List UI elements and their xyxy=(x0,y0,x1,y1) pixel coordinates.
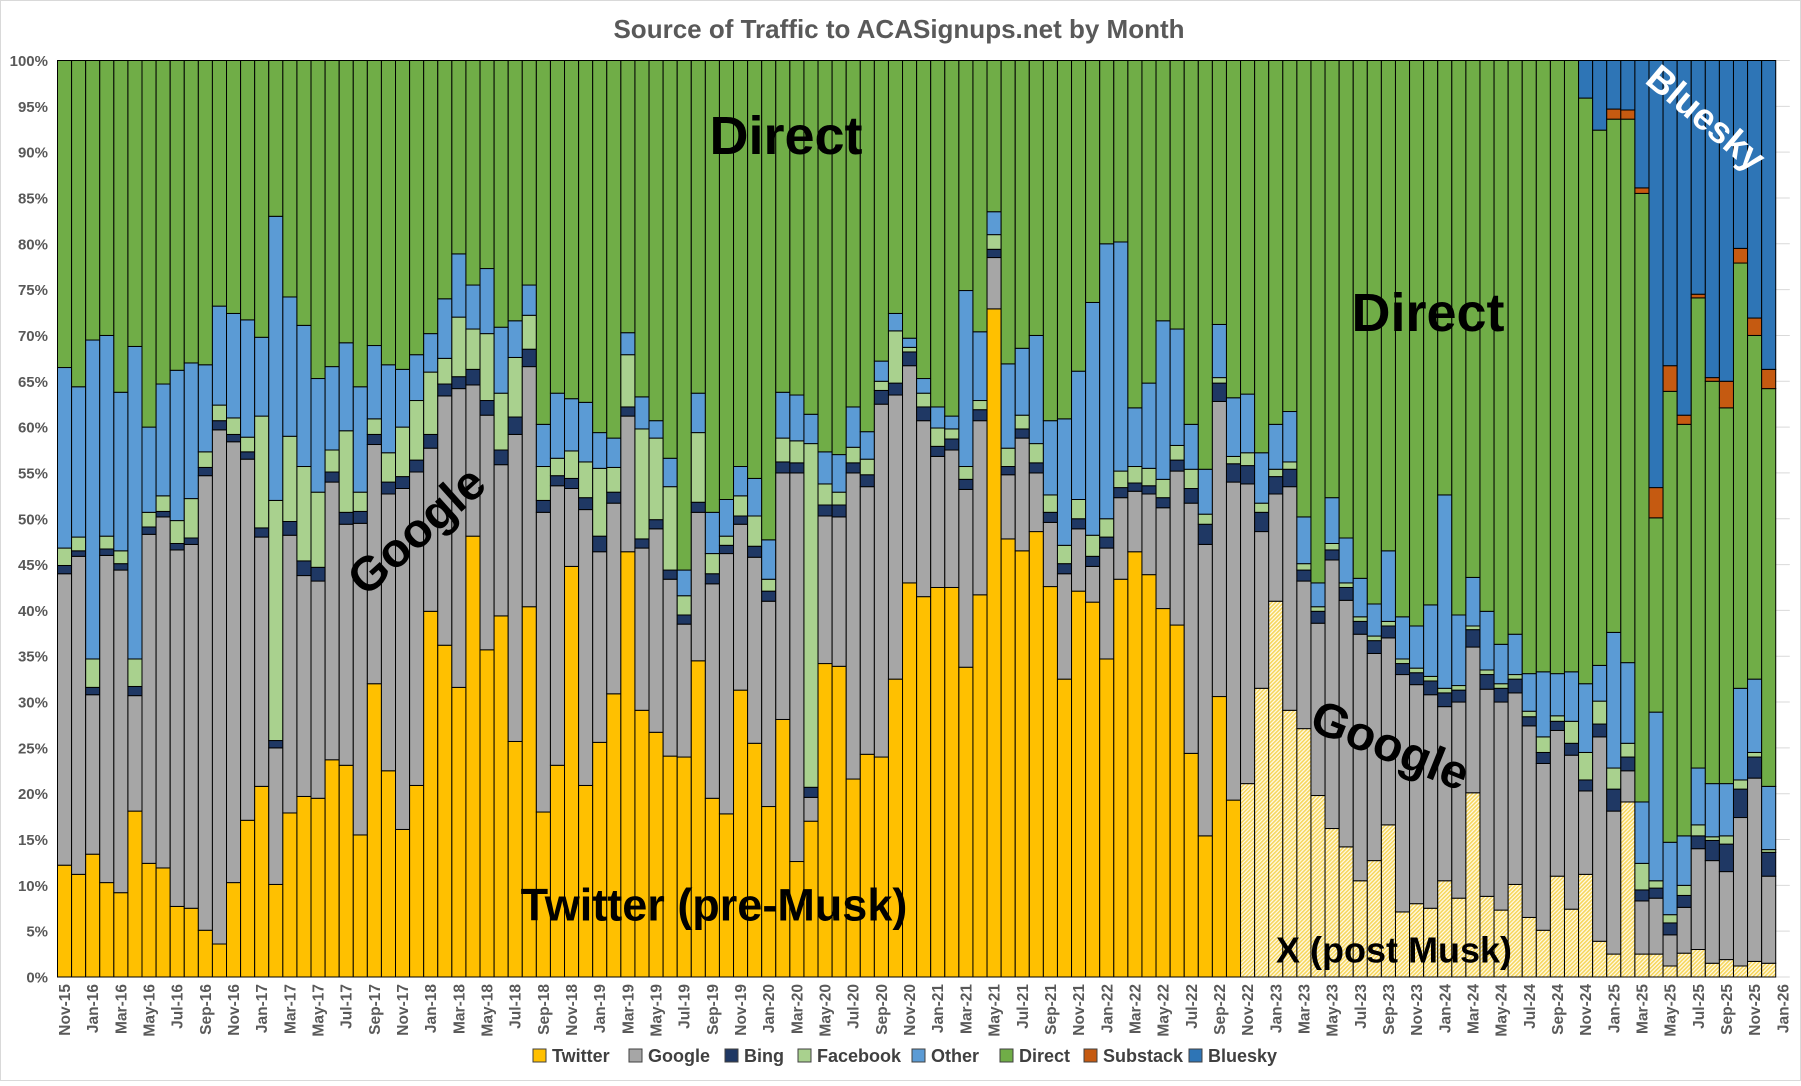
svg-text:Direct: Direct xyxy=(1019,1046,1070,1066)
svg-text:Sep-20: Sep-20 xyxy=(874,984,891,1035)
svg-text:Sep-24: Sep-24 xyxy=(1550,984,1567,1035)
svg-text:45%: 45% xyxy=(18,557,48,574)
svg-text:Nov-15: Nov-15 xyxy=(57,984,74,1036)
svg-text:Sep-25: Sep-25 xyxy=(1719,984,1736,1035)
svg-text:Mar-17: Mar-17 xyxy=(282,984,299,1034)
svg-text:Jan-18: Jan-18 xyxy=(423,984,440,1033)
svg-text:May-21: May-21 xyxy=(987,984,1004,1037)
svg-text:Sep-21: Sep-21 xyxy=(1043,984,1060,1035)
svg-text:Mar-24: Mar-24 xyxy=(1465,984,1482,1034)
svg-text:75%: 75% xyxy=(18,282,48,299)
svg-text:80%: 80% xyxy=(18,236,48,253)
svg-text:Nov-25: Nov-25 xyxy=(1747,984,1764,1036)
svg-text:Nov-22: Nov-22 xyxy=(1240,984,1257,1036)
svg-text:Nov-18: Nov-18 xyxy=(564,984,581,1036)
svg-text:Sep-16: Sep-16 xyxy=(198,984,215,1035)
svg-text:Mar-22: Mar-22 xyxy=(1127,984,1144,1034)
svg-text:Bluesky: Bluesky xyxy=(1208,1046,1277,1066)
svg-text:May-16: May-16 xyxy=(142,984,159,1037)
svg-text:Mar-23: Mar-23 xyxy=(1296,984,1313,1034)
svg-text:Direct: Direct xyxy=(709,106,862,166)
svg-text:90%: 90% xyxy=(18,145,48,162)
svg-text:Source of Traffic to ACASignup: Source of Traffic to ACASignups.net by M… xyxy=(613,14,1184,44)
svg-text:Twitter: Twitter xyxy=(552,1046,610,1066)
svg-text:X (post Musk): X (post Musk) xyxy=(1276,930,1512,971)
svg-text:May-19: May-19 xyxy=(649,984,666,1037)
svg-text:Sep-18: Sep-18 xyxy=(536,984,553,1035)
svg-text:0%: 0% xyxy=(26,970,48,987)
svg-text:Jan-25: Jan-25 xyxy=(1606,984,1623,1033)
svg-text:Nov-21: Nov-21 xyxy=(1071,984,1088,1036)
svg-text:Google: Google xyxy=(648,1046,710,1066)
svg-text:Jul-17: Jul-17 xyxy=(339,984,356,1029)
svg-text:Twitter (pre-Musk): Twitter (pre-Musk) xyxy=(521,880,908,931)
svg-text:Mar-18: Mar-18 xyxy=(451,984,468,1034)
svg-text:May-20: May-20 xyxy=(818,984,835,1037)
svg-text:15%: 15% xyxy=(18,832,48,849)
svg-text:Nov-24: Nov-24 xyxy=(1578,984,1595,1036)
svg-text:50%: 50% xyxy=(18,511,48,528)
svg-text:Jul-16: Jul-16 xyxy=(170,984,187,1029)
svg-text:Jan-24: Jan-24 xyxy=(1437,984,1454,1033)
svg-text:Jul-21: Jul-21 xyxy=(1015,984,1032,1029)
svg-text:60%: 60% xyxy=(18,420,48,437)
svg-text:20%: 20% xyxy=(18,786,48,803)
svg-text:Mar-19: Mar-19 xyxy=(620,984,637,1034)
svg-text:Mar-20: Mar-20 xyxy=(789,984,806,1034)
svg-text:Jan-17: Jan-17 xyxy=(254,984,271,1033)
svg-text:85%: 85% xyxy=(18,190,48,207)
svg-text:Sep-23: Sep-23 xyxy=(1381,984,1398,1035)
svg-text:Nov-17: Nov-17 xyxy=(395,984,412,1036)
svg-text:Jul-19: Jul-19 xyxy=(677,984,694,1029)
svg-text:65%: 65% xyxy=(18,374,48,391)
svg-text:Jul-18: Jul-18 xyxy=(508,984,525,1029)
svg-text:Jul-24: Jul-24 xyxy=(1522,984,1539,1029)
svg-text:Substack: Substack xyxy=(1103,1046,1184,1066)
svg-text:95%: 95% xyxy=(18,99,48,116)
svg-text:5%: 5% xyxy=(26,924,48,941)
svg-text:May-22: May-22 xyxy=(1156,984,1173,1037)
svg-text:Jan-26: Jan-26 xyxy=(1775,984,1792,1033)
svg-text:Bing: Bing xyxy=(744,1046,784,1066)
svg-text:40%: 40% xyxy=(18,603,48,620)
svg-text:Mar-25: Mar-25 xyxy=(1634,984,1651,1034)
svg-text:Jul-22: Jul-22 xyxy=(1184,984,1201,1029)
svg-text:100%: 100% xyxy=(10,53,48,70)
svg-text:Jan-19: Jan-19 xyxy=(592,984,609,1033)
svg-text:Jul-23: Jul-23 xyxy=(1353,984,1370,1029)
svg-text:Nov-20: Nov-20 xyxy=(902,984,919,1036)
svg-text:Sep-22: Sep-22 xyxy=(1212,984,1229,1035)
svg-text:Jul-20: Jul-20 xyxy=(846,984,863,1029)
svg-text:Jan-20: Jan-20 xyxy=(761,984,778,1033)
svg-text:Direct: Direct xyxy=(1351,283,1504,343)
svg-text:55%: 55% xyxy=(18,465,48,482)
svg-text:Jan-16: Jan-16 xyxy=(85,984,102,1033)
svg-text:35%: 35% xyxy=(18,649,48,666)
svg-text:30%: 30% xyxy=(18,695,48,712)
svg-text:Mar-21: Mar-21 xyxy=(958,984,975,1034)
svg-text:Nov-16: Nov-16 xyxy=(226,984,243,1036)
svg-text:10%: 10% xyxy=(18,878,48,895)
svg-text:May-25: May-25 xyxy=(1663,984,1680,1037)
svg-text:Facebook: Facebook xyxy=(817,1046,902,1066)
svg-text:Jul-25: Jul-25 xyxy=(1691,984,1708,1029)
svg-text:Jan-23: Jan-23 xyxy=(1268,984,1285,1033)
svg-text:Jan-21: Jan-21 xyxy=(930,984,947,1033)
svg-text:Nov-19: Nov-19 xyxy=(733,984,750,1036)
svg-text:Nov-23: Nov-23 xyxy=(1409,984,1426,1036)
svg-text:May-17: May-17 xyxy=(311,984,328,1037)
svg-text:Jan-22: Jan-22 xyxy=(1099,984,1116,1033)
svg-text:70%: 70% xyxy=(18,328,48,345)
svg-text:Other: Other xyxy=(931,1046,979,1066)
svg-text:Sep-17: Sep-17 xyxy=(367,984,384,1035)
svg-text:Sep-19: Sep-19 xyxy=(705,984,722,1035)
svg-text:May-18: May-18 xyxy=(480,984,497,1037)
svg-text:25%: 25% xyxy=(18,740,48,757)
svg-text:May-23: May-23 xyxy=(1325,984,1342,1037)
svg-text:Mar-16: Mar-16 xyxy=(113,984,130,1034)
svg-text:May-24: May-24 xyxy=(1494,984,1511,1037)
